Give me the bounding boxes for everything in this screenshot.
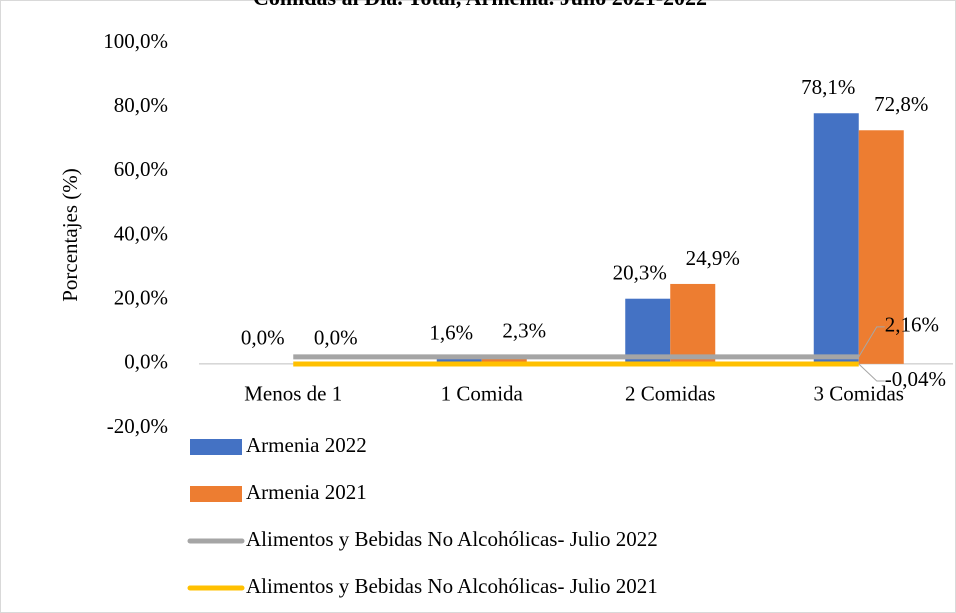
bar-value-label: 0,0%	[241, 326, 285, 350]
bar	[813, 113, 859, 364]
legend-swatch	[190, 439, 242, 455]
bar-value-label: 2,3%	[502, 318, 546, 342]
x-tick-label: 1 Comida	[441, 382, 524, 406]
legend-swatch	[190, 486, 242, 502]
leader-line	[858, 326, 885, 358]
y-axis-label: Porcentajes (%)	[58, 168, 82, 302]
leader-line	[858, 363, 885, 382]
legend-label: Armenia 2021	[246, 480, 367, 504]
chart-title: Comidas al Día. Total, Armenia. Julio 20…	[253, 0, 707, 10]
x-tick-label: 2 Comidas	[625, 382, 715, 406]
line-value-label: -0,04%	[885, 367, 946, 391]
bar-value-label: 20,3%	[613, 261, 667, 285]
legend-label: Alimentos y Bebidas No Alcohólicas- Juli…	[246, 527, 658, 551]
x-tick-label: 3 Comidas	[814, 382, 904, 406]
bar-value-label: 72,8%	[874, 92, 928, 116]
legend-label: Alimentos y Bebidas No Alcohólicas- Juli…	[246, 574, 658, 598]
y-tick-label: 100,0%	[103, 29, 168, 53]
y-tick-label: 80,0%	[114, 93, 168, 117]
bar	[858, 130, 904, 364]
y-tick-label: 40,0%	[114, 221, 168, 245]
y-tick-label: 60,0%	[114, 157, 168, 181]
y-tick-label: 0,0%	[124, 350, 168, 374]
y-tick-label: -20,0%	[107, 414, 168, 438]
bar	[625, 298, 671, 364]
line-value-label: 2,16%	[885, 313, 939, 337]
bar	[670, 283, 716, 364]
bar-value-label: 1,6%	[429, 321, 473, 345]
bar-value-label: 78,1%	[801, 75, 855, 99]
y-tick-label: 20,0%	[114, 285, 168, 309]
bar-value-label: 0,0%	[314, 326, 358, 350]
bar	[481, 356, 527, 364]
bar	[436, 358, 482, 364]
bar-value-label: 24,9%	[686, 246, 740, 270]
x-tick-label: Menos de 1	[244, 382, 342, 406]
legend-label: Armenia 2022	[246, 433, 367, 457]
